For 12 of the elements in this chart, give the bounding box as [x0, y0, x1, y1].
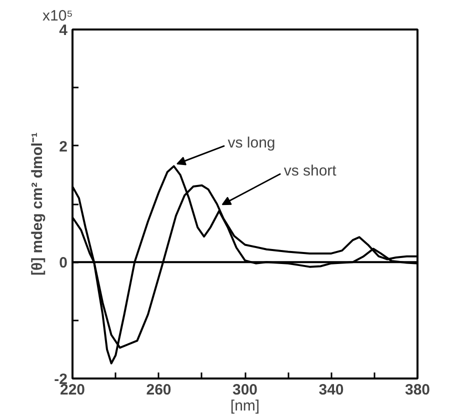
text: x10⁵ [42, 8, 73, 24]
x-axis-title: [nm] [230, 398, 260, 414]
x-tick-label: 300 [232, 382, 258, 398]
x-tick-label: 260 [146, 382, 172, 398]
annotation: vs short [284, 162, 338, 180]
x-tick-label: 340 [318, 382, 344, 398]
annotation: vs long [228, 134, 276, 152]
y-tick-label: 2 [59, 138, 68, 156]
y-tick-label: 4 [59, 22, 68, 39]
y-axis-title: [θ] mdeg cm² dmol⁻¹ [29, 132, 46, 276]
y-tick-label: 0 [59, 254, 68, 272]
x-tick-label: 380 [404, 382, 430, 398]
